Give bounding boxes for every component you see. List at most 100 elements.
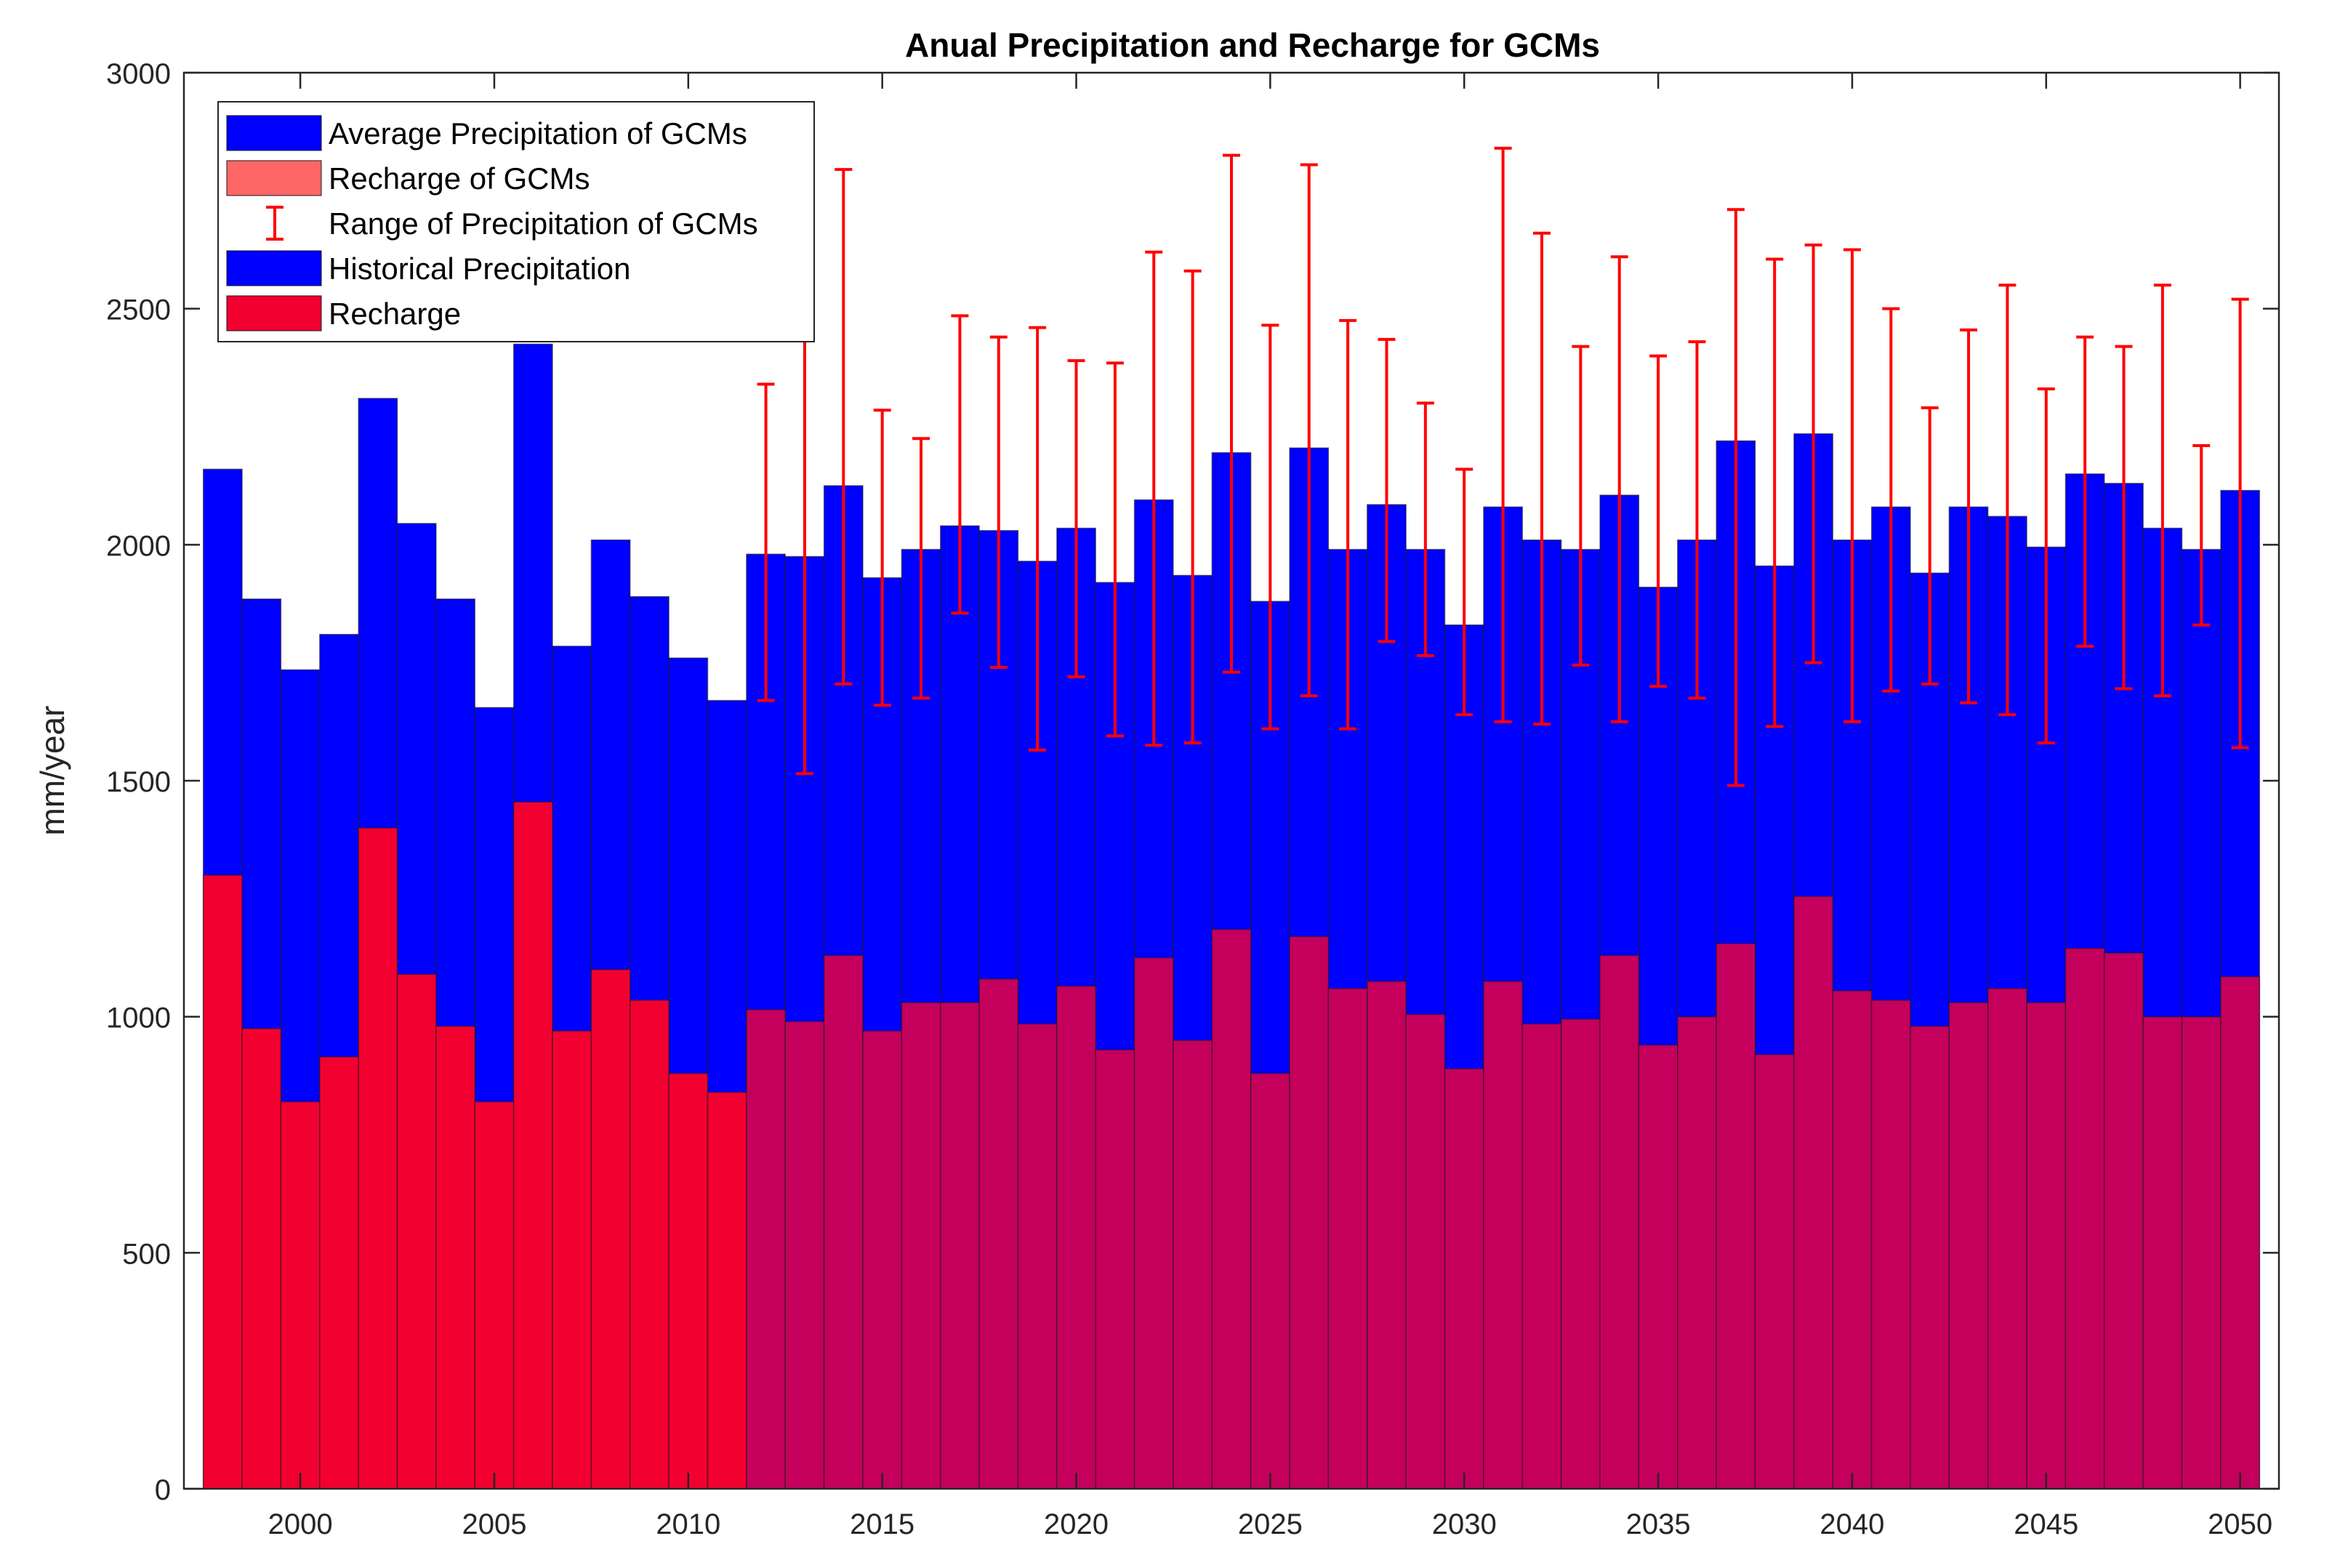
historical-recharge-bar: [668, 1072, 709, 1489]
gcm-recharge-bar: [1405, 1013, 1446, 1489]
y-tick-label: 3000: [106, 58, 171, 90]
y-tick-label: 500: [122, 1238, 171, 1270]
gcm-recharge-bar: [2104, 952, 2144, 1489]
historical-recharge-bar: [474, 1101, 515, 1489]
x-tick-label: 2015: [850, 1508, 914, 1540]
y-tick-label: 0: [155, 1474, 171, 1506]
gcm-recharge-bar: [1095, 1049, 1135, 1489]
precipitation-range-errorbar: [1300, 163, 1318, 698]
historical-recharge-bar: [590, 968, 631, 1489]
precipitation-range-errorbar: [1494, 146, 1512, 723]
gcm-recharge-bar: [1367, 981, 1407, 1489]
x-tick-label: 2005: [462, 1508, 526, 1540]
gcm-recharge-bar: [1327, 987, 1368, 1489]
gcm-recharge-bar: [1754, 1053, 1795, 1489]
gcm-recharge-bar: [1017, 1023, 1058, 1489]
gcm-recharge-bar: [862, 1030, 903, 1489]
precipitation-range-errorbar: [1378, 337, 1396, 643]
legend-swatch: [226, 250, 322, 286]
gcm-recharge-bar: [2064, 947, 2105, 1489]
y-tick-label: 2500: [106, 294, 171, 326]
gcm-recharge-bar: [1289, 936, 1330, 1489]
historical-recharge-bar: [512, 801, 553, 1489]
gcm-recharge-bar: [1483, 981, 1524, 1489]
historical-recharge-bar: [552, 1030, 592, 1489]
legend-label: Historical Precipitation: [329, 252, 631, 286]
historical-recharge-bar: [707, 1091, 747, 1489]
precipitation-range-errorbar: [2076, 335, 2094, 648]
historical-recharge-bar: [202, 875, 243, 1489]
gcm-recharge-bar: [1948, 1002, 1989, 1489]
gcm-recharge-bar: [1444, 1068, 1484, 1489]
precipitation-range-errorbar: [1572, 345, 1590, 667]
historical-recharge-bar: [630, 1000, 670, 1489]
gcm-recharge-bar: [1910, 1025, 1950, 1489]
gcm-recharge-bar: [1793, 896, 1833, 1489]
gcm-recharge-bar: [1638, 1044, 1678, 1489]
x-tick-label: 2045: [2014, 1508, 2078, 1540]
legend-swatch: [226, 115, 322, 151]
gcm-recharge-bar: [1716, 943, 1756, 1489]
legend-swatch: [226, 295, 322, 331]
precipitation-range-errorbar: [912, 437, 930, 700]
plot-area: 0 500 1000 1500 2000 2500 3000 2000 2005 2010 2015…: [106, 58, 2280, 1540]
x-tick-label: 2010: [656, 1508, 720, 1540]
gcm-recharge-bar: [1560, 1018, 1601, 1489]
precipitation-range-errorbar: [989, 335, 1008, 670]
precipitation-range-errorbar: [1145, 250, 1163, 747]
precipitation-range-errorbar: [1106, 361, 1124, 738]
y-tick-label: 2000: [106, 530, 171, 562]
x-tick-label: 2050: [2208, 1508, 2272, 1540]
gcm-recharge-bar: [1211, 928, 1252, 1489]
gcm-recharge-bar: [2220, 976, 2261, 1489]
gcm-recharge-bar: [1599, 954, 1640, 1489]
precipitation-range-errorbar: [1766, 257, 1784, 728]
gcm-recharge-bar: [2026, 1002, 2067, 1489]
historical-recharge-bar: [435, 1025, 476, 1489]
historical-recharge-bar: [280, 1101, 321, 1489]
precipitation-range-errorbar: [1998, 284, 2017, 717]
legend-swatch: [226, 160, 322, 196]
historical-recharge-bar: [358, 827, 398, 1489]
gcm-recharge-bar: [1250, 1072, 1290, 1489]
precipitation-range-errorbar: [1882, 307, 1900, 693]
gcm-recharge-bar: [1832, 990, 1873, 1489]
y-axis-label: mm/year: [33, 706, 71, 836]
x-tick-label: 2040: [1820, 1508, 1884, 1540]
gcm-recharge-bar: [2142, 1016, 2183, 1489]
gcm-recharge-bar: [1987, 987, 2027, 1489]
precipitation-range-errorbar: [1649, 354, 1668, 688]
legend-label: Recharge: [329, 297, 461, 331]
precipitation-range-errorbar: [1455, 467, 1473, 717]
precipitation-range-errorbar: [1804, 244, 1822, 664]
precipitation-range-errorbar: [1261, 323, 1279, 731]
precipitation-range-errorbar: [1688, 340, 1706, 700]
gcm-recharge-bar: [2181, 1016, 2222, 1489]
precipitation-range-errorbar: [2192, 443, 2211, 627]
precipitation-range-errorbar: [2037, 387, 2055, 745]
gcm-recharge-bar: [978, 978, 1019, 1489]
historical-recharge-bar: [319, 1056, 359, 1489]
legend-label: Range of Precipitation of GCMs: [329, 206, 758, 241]
precipitation-range-errorbar: [1067, 359, 1085, 679]
precipitation-range-errorbar: [1339, 318, 1357, 731]
precipitation-range-errorbar: [1183, 269, 1202, 745]
historical-recharge-bar: [241, 1028, 282, 1489]
gcm-recharge-bar: [1173, 1040, 1213, 1489]
x-tick-label: 2020: [1044, 1508, 1109, 1540]
legend-label: Average Precipitation of GCMs: [329, 116, 747, 150]
gcm-recharge-bar: [901, 1002, 941, 1489]
precipitation-range-errorbar: [2115, 345, 2133, 691]
precipitation-range-errorbar: [835, 168, 853, 686]
historical-recharge-bar: [396, 973, 437, 1489]
precipitation-range-errorbar: [1960, 328, 1978, 704]
gcm-recharge-bar: [1521, 1023, 1562, 1489]
precipitation-range-errorbar: [1029, 326, 1047, 752]
precipitation-range-errorbar: [873, 409, 891, 707]
precipitation-range-errorbar: [2231, 297, 2249, 749]
precipitation-range-errorbar: [1223, 153, 1240, 674]
y-tick-label: 1000: [106, 1002, 171, 1034]
precipitation-range-errorbar: [951, 314, 969, 615]
